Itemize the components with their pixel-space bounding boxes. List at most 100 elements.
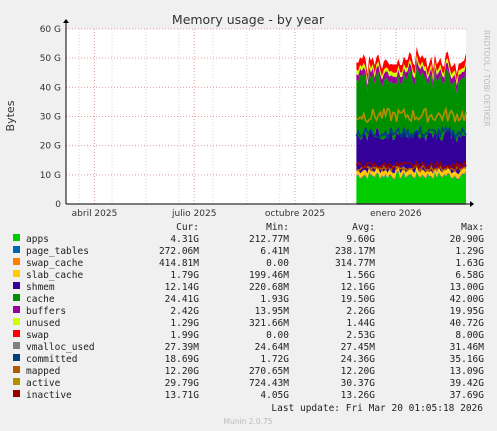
line-mapped <box>356 164 467 174</box>
legend-name-slab_cache: slab_cache <box>26 270 83 281</box>
legend-cur-apps: 4.31G <box>170 234 199 245</box>
legend-max-swap: 8.00G <box>455 330 484 341</box>
legend-min-inactive: 4.05G <box>260 390 289 401</box>
legend-avg-apps: 9.60G <box>346 234 375 245</box>
last-update: Last update: Fri Mar 20 01:05:18 2026 <box>271 403 483 414</box>
legend-min-buffers: 13.95M <box>255 306 290 317</box>
legend-name-vmalloc_used: vmalloc_used <box>26 342 95 353</box>
legend-name-apps: apps <box>26 234 49 245</box>
legend-max-page_tables: 1.29G <box>455 246 484 257</box>
legend-avg-slab_cache: 1.56G <box>346 270 375 281</box>
y-axis-arrow <box>63 19 69 23</box>
legend-min-active: 724.43M <box>249 378 289 389</box>
legend-max-vmalloc_used: 31.46M <box>450 342 485 353</box>
legend-min-mapped: 270.65M <box>249 366 289 377</box>
legend-cur-slab_cache: 1.79G <box>170 270 199 281</box>
legend-avg-vmalloc_used: 27.45M <box>341 342 376 353</box>
legend-name-mapped: mapped <box>26 366 60 377</box>
legend-max-committed: 35.16G <box>450 354 485 365</box>
legend-max-shmem: 13.00G <box>450 282 485 293</box>
y-tick-label: 30 G <box>40 113 61 123</box>
legend-max-inactive: 37.69G <box>450 390 485 401</box>
y-axis-label: Bytes <box>4 100 17 131</box>
legend-cur-buffers: 2.42G <box>170 306 199 317</box>
legend-header-avg: Avg: <box>352 222 375 233</box>
legend-avg-shmem: 12.16G <box>341 282 376 293</box>
area-page_tables <box>356 171 466 180</box>
legend-min-apps: 212.77M <box>249 234 289 245</box>
legend-cur-unused: 1.29G <box>170 318 199 329</box>
area-apps <box>356 171 466 204</box>
x-tick-labels: abril 2025 julio 2025 octubre 2025 enero 20… <box>72 209 422 219</box>
legend-avg-swap: 2.53G <box>346 330 375 341</box>
legend-avg-buffers: 2.26G <box>346 306 375 317</box>
legend-cur-cache: 24.41G <box>165 294 200 305</box>
legend-swatch-inactive <box>13 390 20 397</box>
legend-header-min: Min: <box>266 222 289 233</box>
legend-swatch-cache <box>13 294 20 301</box>
legend-name-buffers: buffers <box>26 306 66 317</box>
y-tick-label: 10 G <box>40 171 61 181</box>
legend-min-cache: 1.93G <box>260 294 289 305</box>
legend-swatch-mapped <box>13 366 20 373</box>
legend-max-slab_cache: 6.58G <box>455 270 484 281</box>
x-axis-arrow <box>470 201 474 207</box>
legend-min-vmalloc_used: 24.64M <box>255 342 290 353</box>
legend-swatch-apps <box>13 234 20 241</box>
legend-avg-inactive: 13.26G <box>341 390 376 401</box>
chart-title: Memory usage - by year <box>172 12 325 27</box>
y-tick-labels: 0 10 G 20 G 30 G 40 G 50 G 60 G <box>40 25 62 210</box>
legend-cur-page_tables: 272.06M <box>159 246 199 257</box>
series-areas <box>355 46 467 205</box>
legend-swatch-vmalloc_used <box>13 342 20 349</box>
x-tick-label: octubre 2025 <box>265 209 325 219</box>
legend-cur-active: 29.79G <box>165 378 200 389</box>
legend-avg-mapped: 12.20G <box>341 366 376 377</box>
legend-max-buffers: 19.95G <box>450 306 485 317</box>
legend-min-committed: 1.72G <box>260 354 289 365</box>
legend-swatch-slab_cache <box>13 270 20 277</box>
y-tick-label: 0 <box>55 200 61 210</box>
legend: Cur: Min: Avg: Max: apps 4.31G 212.77M 9.60G 20.… <box>13 222 484 401</box>
area-swap_cache <box>356 170 466 180</box>
legend-swatch-swap <box>13 330 20 337</box>
legend-min-page_tables: 6.41M <box>260 246 289 257</box>
legend-avg-active: 30.37G <box>341 378 376 389</box>
axes <box>63 19 474 207</box>
y-tick-label: 60 G <box>40 25 61 35</box>
legend-max-cache: 42.00G <box>450 294 485 305</box>
y-tick-label: 50 G <box>40 54 61 64</box>
legend-max-active: 39.42G <box>450 378 485 389</box>
legend-avg-committed: 24.36G <box>341 354 376 365</box>
y-tick-label: 40 G <box>40 83 61 93</box>
legend-swatch-shmem <box>13 282 20 289</box>
legend-swatch-buffers <box>13 306 20 313</box>
legend-min-swap_cache: 0.00 <box>266 258 289 269</box>
legend-cur-shmem: 12.14G <box>165 282 200 293</box>
legend-min-swap: 0.00 <box>266 330 289 341</box>
line-committed <box>355 125 467 141</box>
x-tick-label: abril 2025 <box>72 209 118 219</box>
legend-max-unused: 40.72G <box>450 318 485 329</box>
x-tick-label: enero 2026 <box>370 209 422 219</box>
legend-header-cur: Cur: <box>176 222 199 233</box>
legend-name-active: active <box>26 378 61 389</box>
munin-footer: Munin 2.0.75 <box>223 417 272 426</box>
legend-header-max: Max: <box>461 222 484 233</box>
legend-name-page_tables: page_tables <box>26 246 89 257</box>
legend-min-unused: 321.66M <box>249 318 289 329</box>
area-unused <box>356 54 466 86</box>
legend-cur-swap_cache: 414.81M <box>159 258 199 269</box>
legend-name-committed: committed <box>26 354 77 365</box>
legend-cur-inactive: 13.71G <box>165 390 200 401</box>
legend-swatch-active <box>13 378 20 385</box>
legend-swatch-unused <box>13 318 20 325</box>
legend-swatch-committed <box>13 354 20 361</box>
legend-swatch-page_tables <box>13 246 20 253</box>
rrdtool-credit: RRDTOOL / TOBI OETIKER <box>482 30 491 127</box>
legend-min-shmem: 220.68M <box>249 282 289 293</box>
legend-avg-page_tables: 238.17M <box>335 246 375 257</box>
area-buffers <box>356 59 466 93</box>
legend-max-mapped: 13.09G <box>450 366 485 377</box>
